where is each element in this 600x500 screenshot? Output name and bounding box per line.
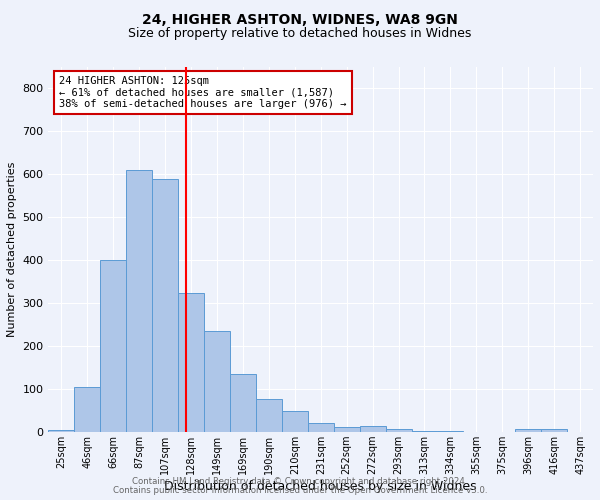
Text: Contains HM Land Registry data © Crown copyright and database right 2024.: Contains HM Land Registry data © Crown c… — [132, 477, 468, 486]
Bar — [230, 374, 256, 432]
Bar — [74, 387, 100, 432]
Bar — [515, 429, 541, 432]
Bar — [126, 170, 152, 432]
Text: Size of property relative to detached houses in Widnes: Size of property relative to detached ho… — [128, 28, 472, 40]
Bar — [541, 429, 567, 432]
Bar — [204, 331, 230, 432]
Bar — [49, 430, 74, 432]
Text: 24 HIGHER ASHTON: 125sqm
← 61% of detached houses are smaller (1,587)
38% of sem: 24 HIGHER ASHTON: 125sqm ← 61% of detach… — [59, 76, 347, 110]
Bar — [359, 426, 386, 432]
Text: Contains public sector information licensed under the Open Government Licence v3: Contains public sector information licen… — [113, 486, 487, 495]
Bar — [334, 427, 359, 432]
Text: 24, HIGHER ASHTON, WIDNES, WA8 9GN: 24, HIGHER ASHTON, WIDNES, WA8 9GN — [142, 12, 458, 26]
Bar — [178, 292, 204, 432]
Bar — [308, 423, 334, 432]
Bar — [152, 178, 178, 432]
Bar — [412, 431, 437, 432]
X-axis label: Distribution of detached houses by size in Widnes: Distribution of detached houses by size … — [164, 480, 477, 493]
Bar — [282, 410, 308, 432]
Bar — [256, 398, 282, 432]
Bar — [100, 260, 126, 432]
Bar — [386, 429, 412, 432]
Y-axis label: Number of detached properties: Number of detached properties — [7, 162, 17, 338]
